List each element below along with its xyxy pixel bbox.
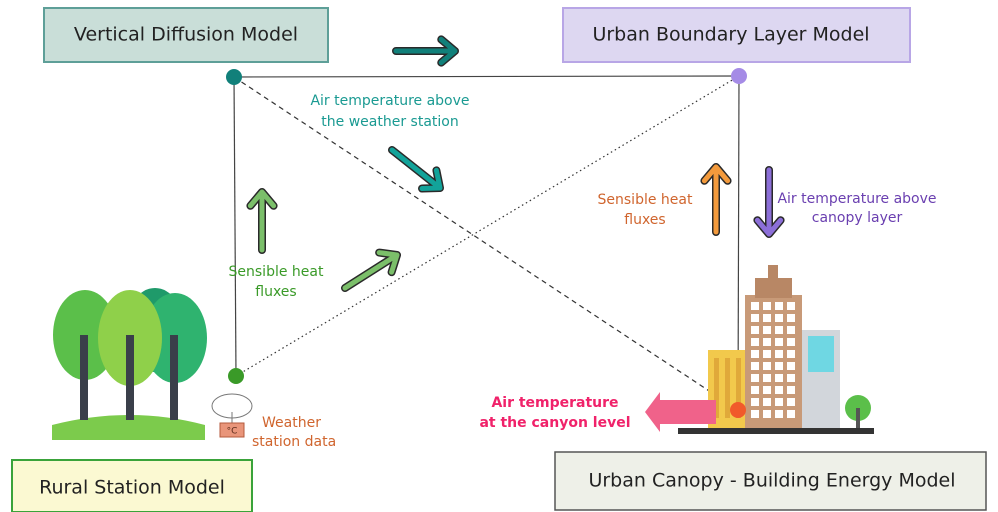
arrow-body [247, 189, 277, 253]
window [775, 386, 783, 394]
node [730, 402, 746, 418]
box [43, 7, 329, 63]
label: Sensible heat [598, 192, 693, 208]
window [775, 350, 783, 358]
window [775, 362, 783, 370]
window [751, 338, 759, 346]
box-label: Vertical Diffusion Model [74, 24, 298, 46]
node [731, 68, 747, 84]
window [787, 350, 795, 358]
window [763, 398, 771, 406]
window [775, 302, 783, 310]
connector [233, 76, 237, 377]
label: Air temperature [491, 395, 618, 411]
arrow [388, 146, 444, 193]
unit-label: °C [227, 427, 238, 437]
window [751, 398, 759, 406]
arrow [392, 35, 459, 67]
label: at the canyon level [479, 415, 630, 431]
box-label: Rural Station Model [39, 477, 225, 499]
window [787, 398, 795, 406]
window [725, 358, 730, 418]
dotted-connector [235, 75, 740, 377]
arrow [700, 163, 732, 236]
window [775, 326, 783, 334]
weather-station-icon: °C [211, 393, 253, 438]
window [763, 350, 771, 358]
window [763, 410, 771, 418]
window [751, 350, 759, 358]
label: station data [252, 434, 336, 450]
window [751, 362, 759, 370]
label: canopy layer [812, 210, 903, 226]
node [228, 368, 244, 384]
window [751, 302, 759, 310]
arrow [753, 166, 785, 238]
arrow [341, 248, 401, 292]
window [751, 386, 759, 394]
arrow-body [701, 164, 731, 235]
window [763, 374, 771, 382]
label: Air temperature above [777, 191, 936, 207]
window [787, 302, 795, 310]
label: Weather [262, 415, 321, 431]
window [751, 314, 759, 322]
window [787, 314, 795, 322]
window [763, 326, 771, 334]
label: the weather station [321, 114, 458, 130]
connector [233, 75, 740, 78]
window [787, 386, 795, 394]
window [751, 326, 759, 334]
window [775, 338, 783, 346]
label: fluxes [624, 212, 665, 228]
label: Sensible heat [229, 264, 324, 280]
window [736, 358, 741, 418]
box-label: Urban Boundary Layer Model [592, 24, 869, 46]
box [554, 451, 987, 511]
city-icon [678, 265, 874, 434]
arrow-body [754, 167, 784, 237]
window [751, 374, 759, 382]
arrow-body [389, 147, 443, 192]
window [787, 338, 795, 346]
arrow-body [393, 36, 458, 66]
window [763, 362, 771, 370]
window [787, 374, 795, 382]
window [714, 358, 719, 418]
window [763, 302, 771, 310]
box [11, 459, 253, 512]
window [787, 362, 795, 370]
arrow [645, 392, 716, 432]
window [751, 410, 759, 418]
box [562, 7, 911, 63]
window [775, 314, 783, 322]
window [787, 410, 795, 418]
arrow [246, 188, 278, 254]
label: Air temperature above [310, 93, 469, 109]
box-label: Urban Canopy - Building Energy Model [588, 470, 955, 492]
window [787, 326, 795, 334]
window [763, 338, 771, 346]
node [226, 69, 242, 85]
window [775, 374, 783, 382]
window [775, 410, 783, 418]
trees-icon [52, 288, 207, 440]
label: fluxes [255, 284, 296, 300]
arrow-body [342, 250, 400, 291]
window [763, 314, 771, 322]
window [763, 386, 771, 394]
window [775, 398, 783, 406]
dashed-connector [233, 76, 739, 411]
